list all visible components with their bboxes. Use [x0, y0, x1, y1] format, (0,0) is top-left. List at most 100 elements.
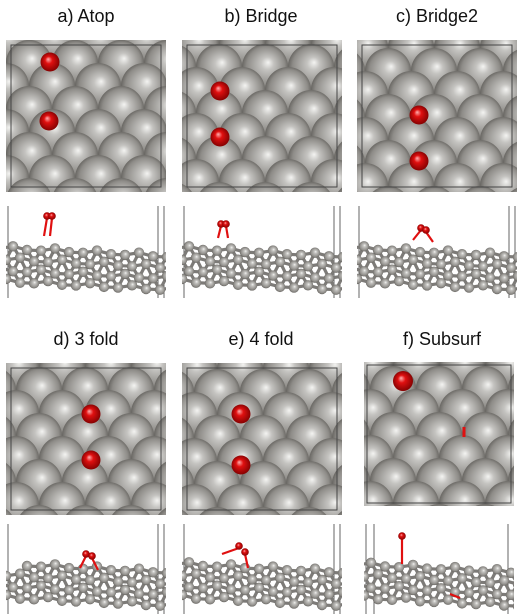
- metal-atom: [183, 582, 195, 593]
- metal-atom: [217, 484, 263, 515]
- top-view-atop: [6, 40, 166, 192]
- metal-atom: [407, 559, 419, 571]
- metal-atom: [39, 482, 85, 515]
- metal-atom: [260, 574, 272, 586]
- metal-atom: [414, 571, 426, 582]
- metal-atom: [246, 280, 258, 291]
- metal-atom: [197, 266, 209, 278]
- metal-atom: [6, 273, 12, 285]
- metal-atom: [147, 251, 159, 262]
- metal-atom: [414, 246, 426, 258]
- top-view-bridge2: [357, 40, 517, 192]
- metal-atom: [182, 484, 217, 515]
- metal-atom: [323, 273, 335, 284]
- metal-atom: [428, 574, 440, 586]
- metal-atom: [42, 572, 54, 584]
- side-view-3fold: [6, 524, 166, 614]
- metal-atom: [281, 249, 293, 260]
- oxygen-atom: [88, 552, 96, 560]
- metal-atom: [35, 245, 47, 256]
- metal-atom: [190, 252, 202, 263]
- metal-atom: [77, 563, 89, 575]
- oxygen-atom: [210, 81, 230, 101]
- metal-atom: [288, 576, 300, 587]
- oxygen-bond: [216, 225, 223, 239]
- metal-atom: [393, 275, 405, 287]
- metal-atom: [421, 258, 433, 269]
- metal-atom: [232, 254, 244, 265]
- metal-atom: [147, 589, 159, 600]
- metal-atom: [14, 252, 26, 263]
- metal-atom: [225, 584, 237, 595]
- oxygen-bond: [243, 553, 250, 569]
- metal-atom: [470, 598, 482, 610]
- metal-atom: [99, 178, 143, 192]
- metal-atom: [274, 597, 286, 609]
- metal-atom: [70, 258, 82, 269]
- cell-outline: [361, 44, 513, 188]
- metal-atom: [42, 275, 54, 287]
- metal-atom: [267, 561, 279, 572]
- metal-atom: [512, 251, 517, 263]
- metal-atom: [98, 281, 110, 293]
- metal-atom: [28, 278, 40, 289]
- metal-atom: [338, 187, 342, 192]
- metal-atom: [14, 593, 26, 604]
- metal-atom: [372, 593, 384, 605]
- metal-atom: [337, 270, 342, 282]
- metal-atom: [119, 249, 131, 261]
- metal-atom: [484, 596, 496, 607]
- metal-atom: [84, 277, 96, 289]
- metal-atom: [288, 598, 300, 609]
- metal-atom: [133, 588, 145, 599]
- metal-atom: [105, 249, 117, 260]
- metal-atom: [28, 572, 40, 583]
- metal-atom: [323, 251, 335, 262]
- metal-atom: [204, 256, 216, 267]
- metal-atom: [126, 577, 138, 588]
- metal-atom: [239, 246, 251, 258]
- cell-outline: [366, 364, 512, 504]
- metal-atom: [21, 244, 33, 256]
- metal-atom: [477, 280, 489, 291]
- metal-atom: [28, 594, 40, 605]
- metal-atom: [434, 163, 480, 192]
- metal-atom: [28, 256, 40, 267]
- metal-atom: [456, 249, 468, 260]
- metal-atom: [225, 268, 237, 279]
- metal-atom: [365, 277, 377, 288]
- metal-atom: [330, 578, 342, 589]
- metal-atom: [183, 266, 195, 277]
- metal-atom: [161, 270, 166, 282]
- metal-atom: [133, 247, 145, 258]
- metal-atom: [418, 186, 450, 192]
- metal-atom: [379, 278, 391, 289]
- metal-atom: [281, 271, 293, 282]
- metal-atom: [316, 574, 328, 586]
- metal-atom: [260, 258, 272, 270]
- metal-atom: [190, 593, 202, 604]
- metal-atom: [316, 258, 328, 270]
- metal-atom: [182, 183, 192, 192]
- metal-atom: [112, 282, 124, 293]
- metal-atom: [42, 591, 54, 603]
- metal-atom: [211, 245, 223, 256]
- metal-atom: [435, 277, 447, 289]
- metal-atom: [383, 504, 403, 506]
- metal-atom: [498, 251, 510, 262]
- oxygen-atom: [81, 404, 101, 424]
- metal-atom: [316, 599, 328, 611]
- metal-atom: [491, 283, 503, 295]
- metal-atom: [421, 585, 433, 596]
- metal-atom: [225, 559, 237, 570]
- oxygen-bond: [449, 592, 461, 600]
- metal-atom: [182, 509, 189, 515]
- metal-atom: [364, 481, 393, 506]
- metal-atom: [510, 187, 517, 192]
- metal-atom: [407, 584, 419, 596]
- metal-atom: [439, 481, 485, 506]
- metal-atom: [161, 567, 166, 579]
- metal-atom: [484, 577, 496, 588]
- metal-atom: [91, 586, 103, 597]
- metal-atom: [98, 572, 110, 584]
